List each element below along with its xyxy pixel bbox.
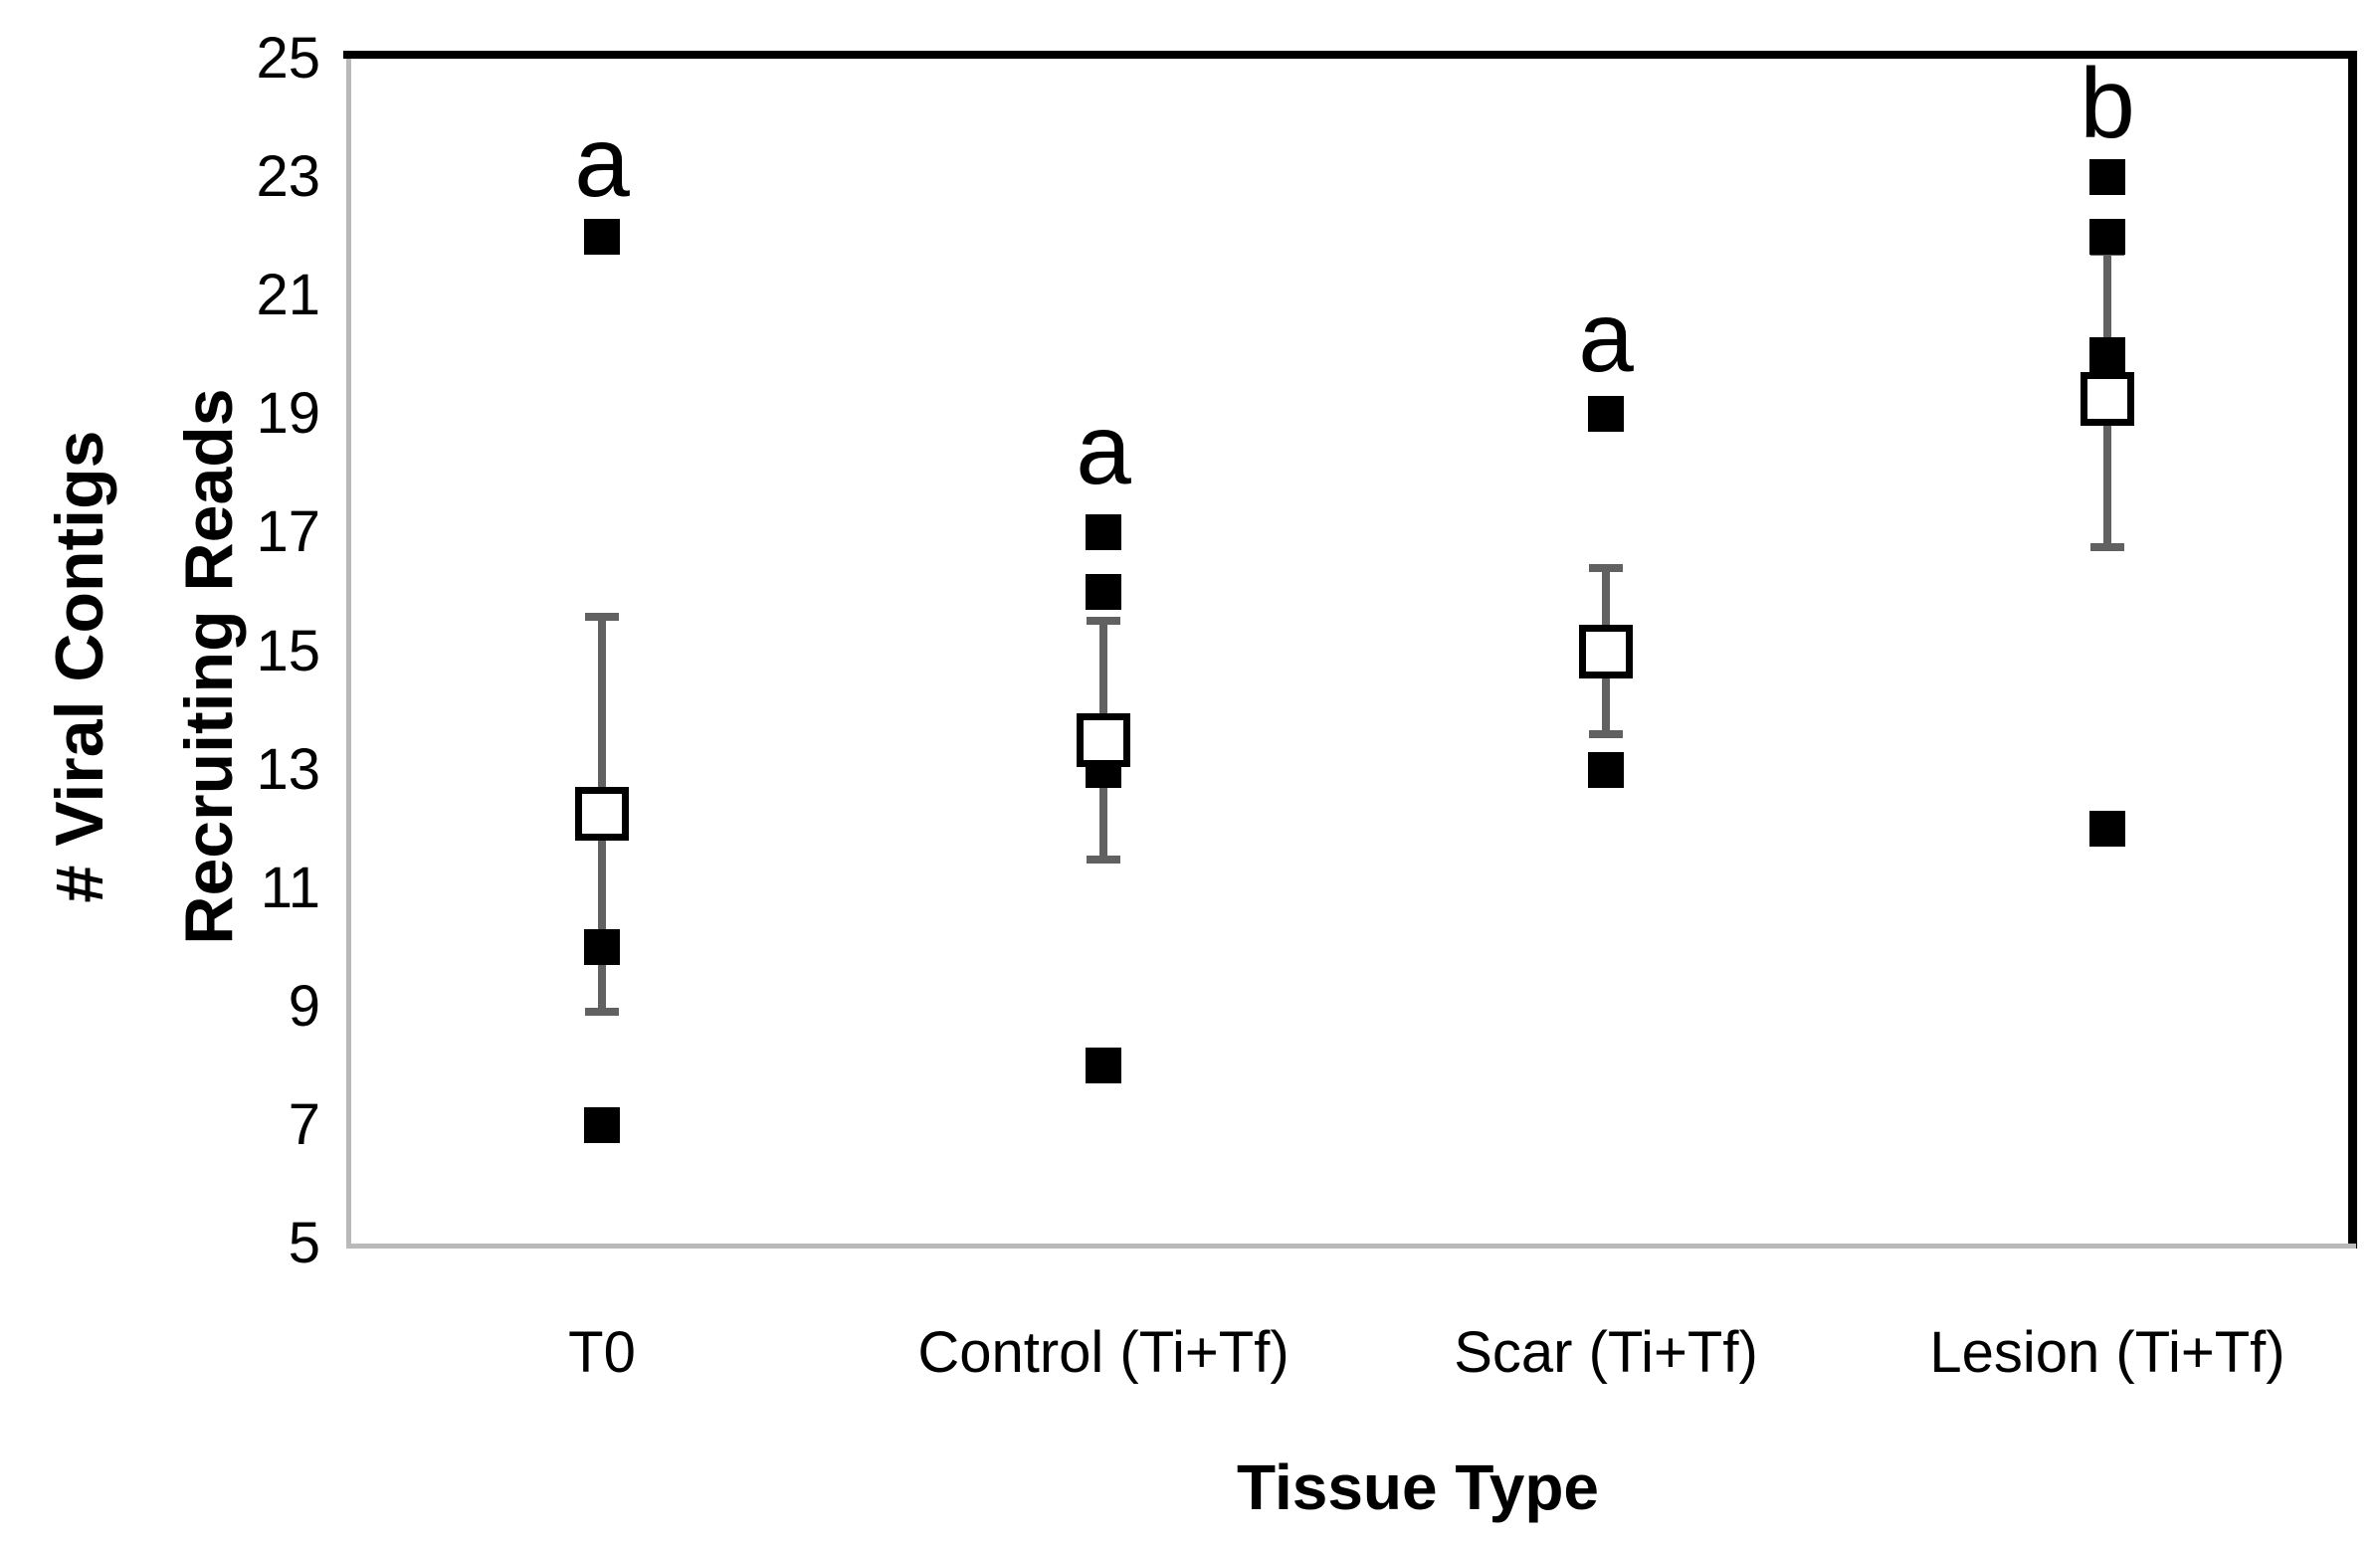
mean-marker xyxy=(2081,372,2134,426)
significance-letter: a xyxy=(574,106,630,218)
data-point-marker xyxy=(2089,811,2125,847)
mean-marker xyxy=(575,787,629,841)
significance-letter: a xyxy=(1578,282,1634,393)
x-category-label: T0 xyxy=(568,1320,636,1385)
data-point-marker xyxy=(1588,396,1624,432)
error-bar-bottom-cap xyxy=(1087,856,1120,864)
plot-frame-top-border xyxy=(343,51,2356,59)
significance-letter: a xyxy=(1076,394,1131,505)
y-axis-line xyxy=(346,59,351,1249)
data-point-marker xyxy=(1588,752,1624,788)
data-point-marker xyxy=(584,929,620,965)
data-point-marker xyxy=(584,1107,620,1143)
y-tick-label: 23 xyxy=(256,144,320,209)
data-point-marker xyxy=(1086,514,1121,550)
x-category-label: Scar (Ti+Tf) xyxy=(1454,1320,1758,1385)
plot-frame-right-border xyxy=(2348,51,2357,1249)
y-tick-label: 7 xyxy=(288,1092,320,1157)
error-bar-bottom-cap xyxy=(585,1008,619,1016)
error-bar-top-cap xyxy=(1087,617,1120,625)
y-tick-label: 21 xyxy=(256,263,320,327)
data-point-marker xyxy=(1086,1048,1121,1083)
significance-letter: b xyxy=(2080,48,2135,159)
y-tick-label: 17 xyxy=(256,499,320,564)
mean-marker xyxy=(1077,713,1130,767)
x-category-label: Control (Ti+Tf) xyxy=(917,1320,1289,1385)
data-point-marker xyxy=(1086,574,1121,610)
y-tick-label: 13 xyxy=(256,737,320,802)
mean-marker xyxy=(1579,625,1633,678)
data-point-marker xyxy=(2089,219,2125,255)
error-bar-top-cap xyxy=(1589,564,1623,572)
y-tick-label: 25 xyxy=(256,26,320,91)
y-axis-title-line1: # Viral Contigs xyxy=(42,430,117,903)
y-tick-label: 11 xyxy=(260,856,320,920)
error-bar-bottom-cap xyxy=(1589,730,1623,738)
data-point-marker xyxy=(2089,159,2125,195)
data-point-marker xyxy=(2089,337,2125,373)
y-tick-label: 19 xyxy=(256,381,320,446)
x-category-label: Lesion (Ti+Tf) xyxy=(1929,1320,2285,1385)
x-axis-line xyxy=(346,1244,2356,1249)
y-tick-label: 5 xyxy=(288,1211,320,1275)
data-point-marker xyxy=(584,219,620,255)
error-bar-bottom-cap xyxy=(2090,543,2124,551)
y-tick-label: 9 xyxy=(288,974,320,1039)
error-bar-top-cap xyxy=(585,613,619,621)
y-tick-label: 15 xyxy=(256,619,320,683)
x-axis-title: Tissue Type xyxy=(1237,1451,1599,1523)
